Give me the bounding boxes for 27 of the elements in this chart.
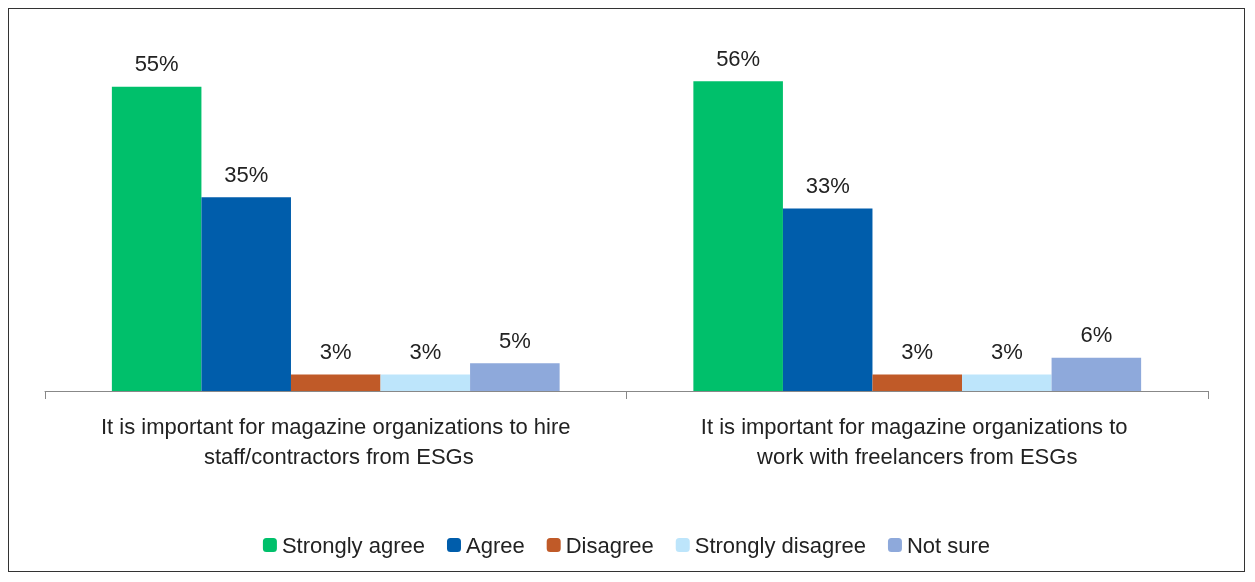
data-label: 56% — [716, 45, 761, 71]
legend-label: Not sure — [906, 532, 991, 558]
legend-label: Strongly agree — [281, 532, 425, 558]
bar — [782, 208, 873, 391]
data-label: 55% — [134, 51, 179, 77]
data-label: 6% — [1080, 322, 1113, 348]
data-label: 35% — [224, 161, 269, 187]
data-label: 3% — [990, 338, 1023, 364]
data-label: 3% — [901, 338, 934, 364]
data-label: 5% — [498, 327, 531, 353]
legend-label: Agree — [465, 532, 525, 558]
bar — [111, 86, 202, 391]
data-label: 33% — [805, 172, 850, 198]
bar — [380, 374, 471, 391]
data-label: 3% — [319, 338, 352, 364]
x-tick-label: It is important for magazine organizations to hire staff/contractors from ESGs — [100, 413, 571, 469]
bar — [1051, 357, 1142, 391]
legend-label: Strongly disagree — [694, 532, 866, 558]
data-label: 3% — [409, 338, 442, 364]
x-tick-label: It is important for magazine organizations to work with freelancers from ESGs — [700, 413, 1134, 469]
bar — [872, 374, 963, 391]
bar — [201, 197, 291, 391]
bar — [470, 363, 560, 391]
bar — [693, 81, 783, 391]
bar — [962, 374, 1052, 391]
bar — [290, 374, 381, 391]
legend-label: Disagree — [565, 532, 654, 558]
